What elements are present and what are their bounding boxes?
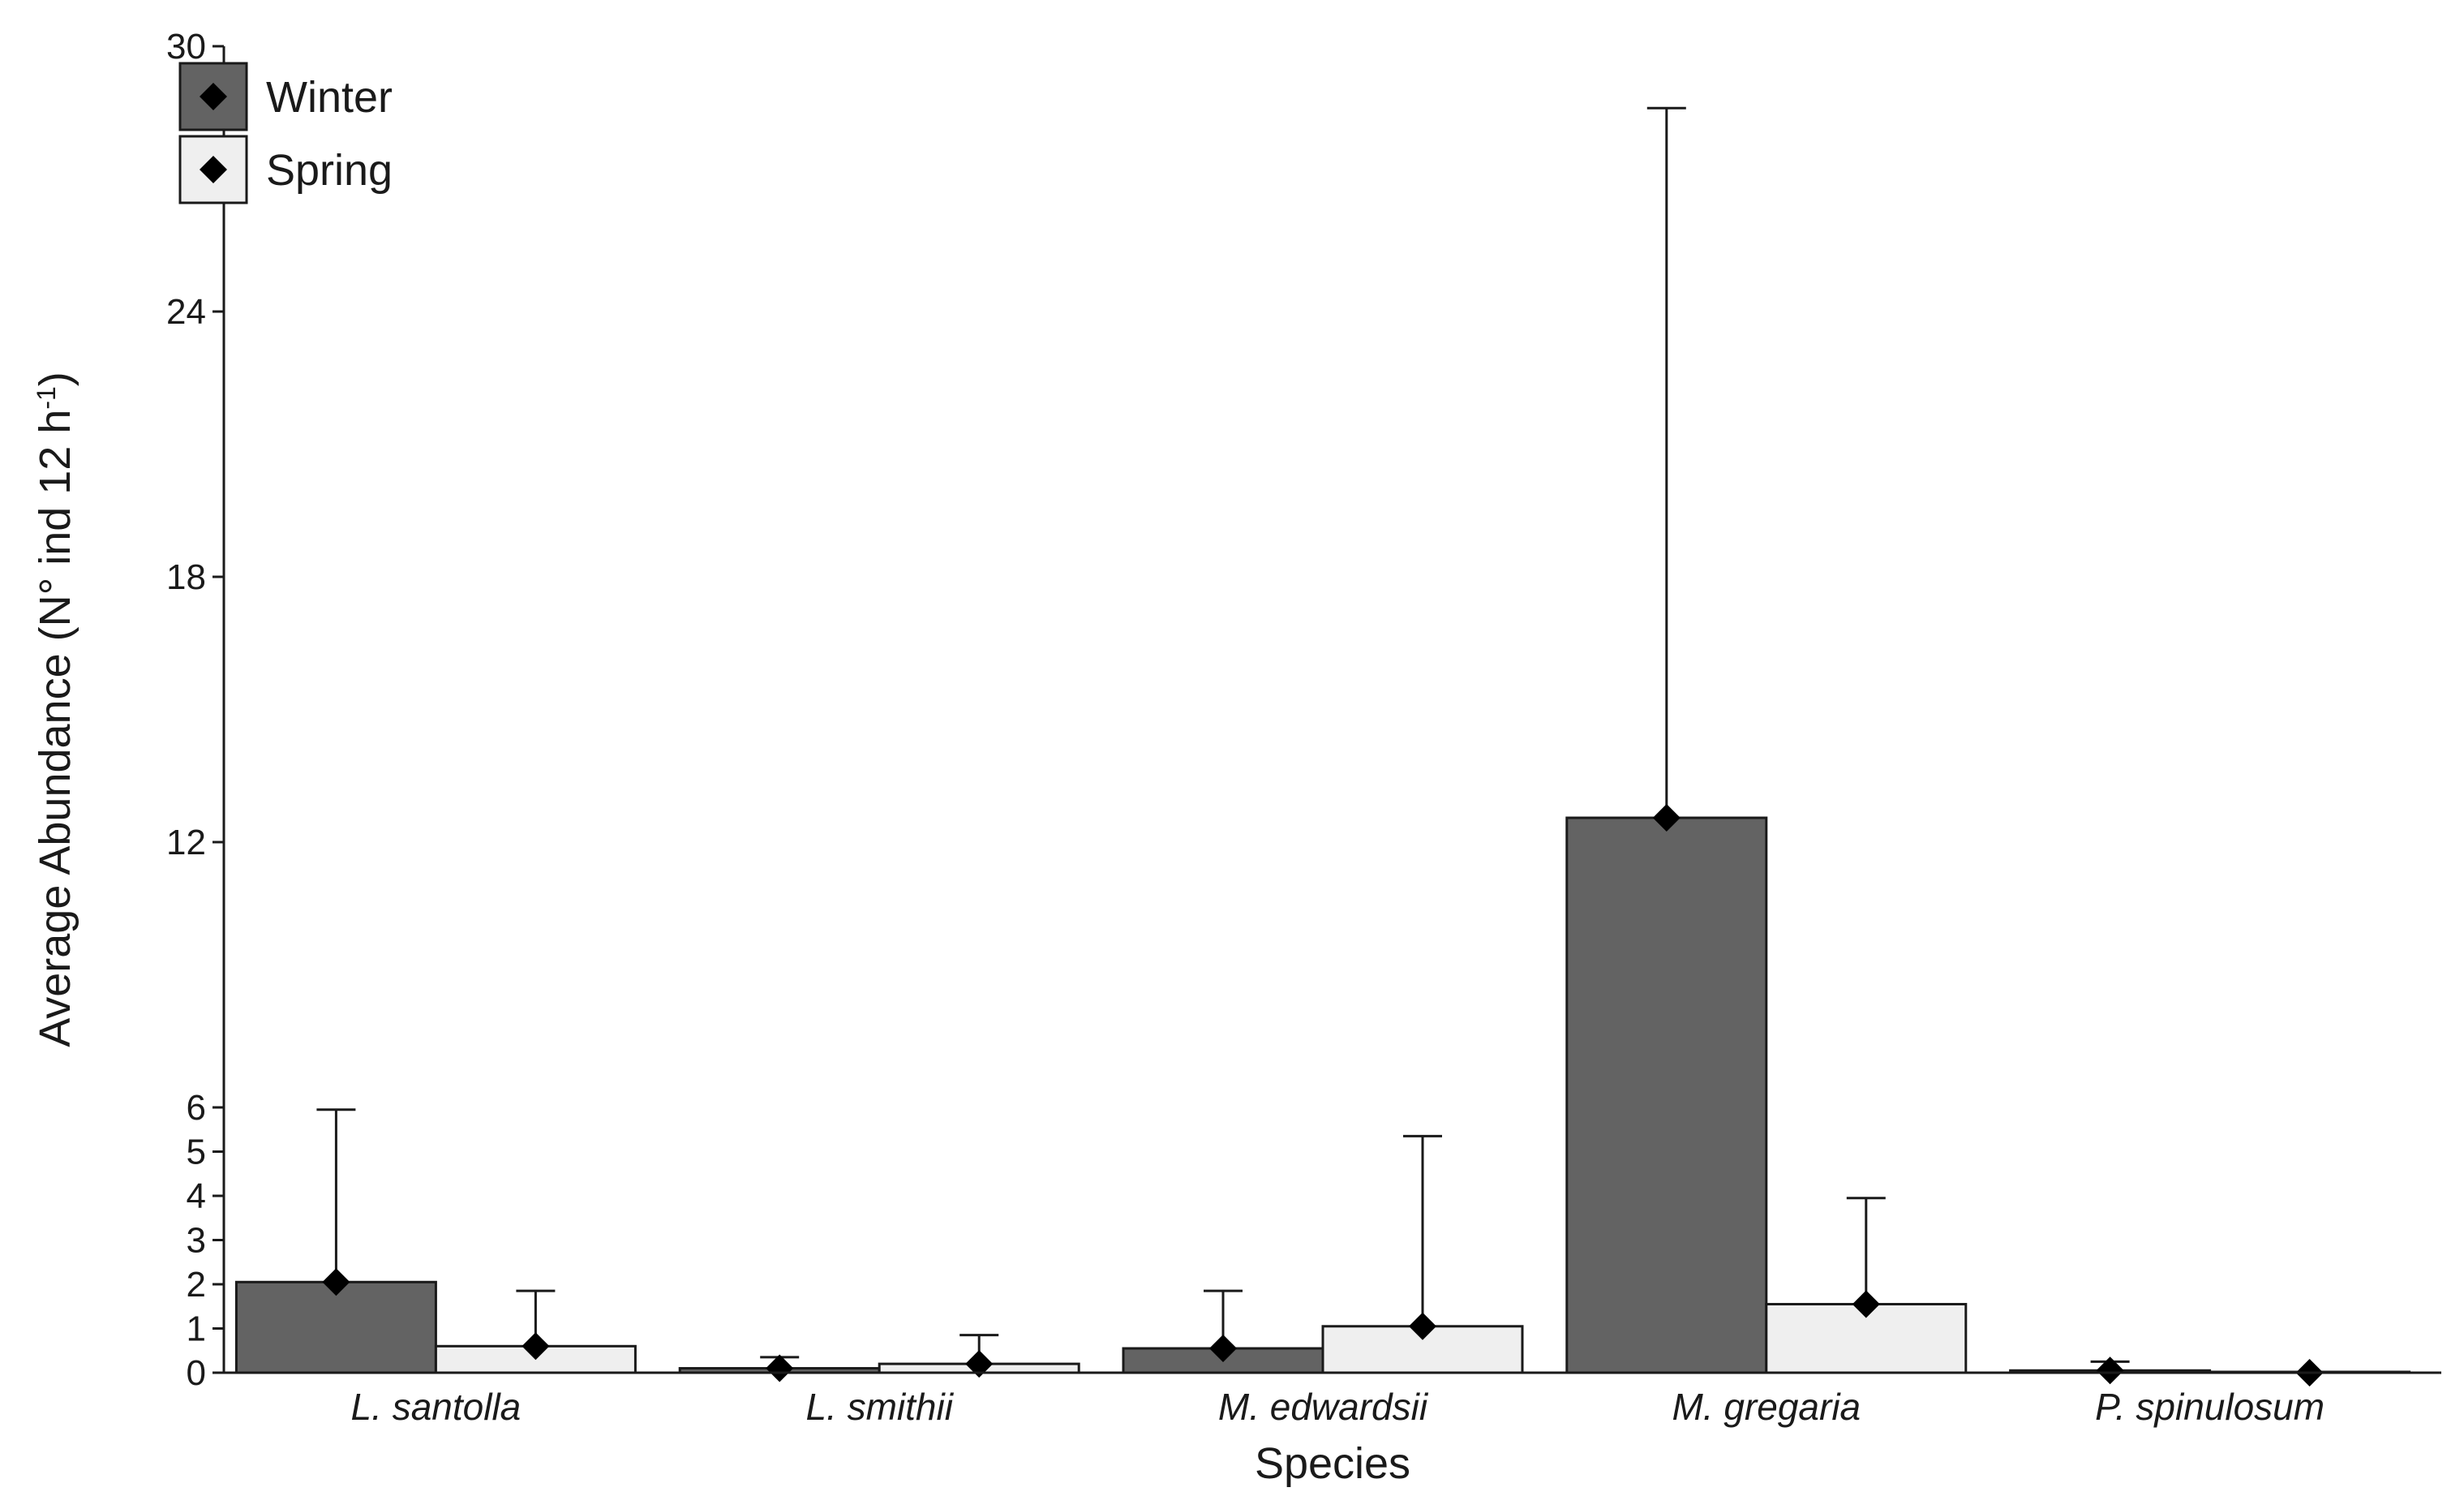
mean-marker-winter-0 [322,1268,350,1296]
y-tick-label-4: 4 [187,1176,206,1216]
y-tick-label-6: 6 [187,1088,206,1128]
x-tick-label-0: L. santolla [351,1386,522,1428]
bar-winter-0 [234,1280,437,1374]
mean-marker-spring-0 [522,1332,550,1361]
legend-swatch-winter [178,62,248,131]
y-axis-title-suffix: ) [31,372,79,386]
error-bars-layer [316,106,2130,1371]
y-axis-title-main: Average Abundance (N° ind 12 h [31,410,79,1047]
ticks-layer: L. santolla L. smithii M. edwardsii M. greg… [166,27,2324,1428]
legend: Winter Spring [178,62,393,204]
mean-marker-winter-3 [1652,804,1681,832]
y-tick-label-9: 24 [166,292,206,332]
mean-marker-spring-3 [1852,1290,1880,1318]
x-tick-label-1: L. smithii [805,1386,954,1428]
x-tick-label-2: M. edwardsii [1218,1386,1429,1428]
y-tick-label-7: 12 [166,823,206,862]
mean-marker-winter-2 [1209,1335,1237,1363]
bars-layer [234,816,2411,1374]
mean-marker-winter-4 [2096,1356,2124,1385]
y-tick-label-3: 3 [187,1221,206,1261]
bar-winter-3 [1565,816,1768,1374]
mean-marker-winter-1 [766,1354,794,1382]
y-tick-label-8: 18 [166,557,206,597]
legend-marker-winter [200,83,227,110]
x-axis-title: Species [1255,1439,1410,1488]
y-tick-label-1: 1 [187,1309,206,1349]
axes-layer [222,46,2441,1374]
y-axis-title-superscript: -1 [32,386,61,409]
mean-marker-spring-1 [965,1350,994,1378]
legend-label-winter: Winter [266,73,393,122]
x-tick-label-3: M. gregaria [1672,1386,1861,1428]
y-tick-label-2: 2 [187,1265,206,1305]
markers-layer [322,804,2324,1386]
legend-marker-spring [200,156,227,183]
mean-marker-spring-2 [1409,1312,1436,1340]
y-tick-label-10: 30 [166,27,206,67]
y-axis-title: Average Abundance (N° ind 12 h-1) [31,372,79,1047]
y-tick-label-0: 0 [187,1353,206,1393]
y-tick-label-5: 5 [187,1133,206,1172]
legend-label-spring: Spring [266,146,393,195]
x-tick-label-4: P. spinulosum [2095,1386,2324,1428]
